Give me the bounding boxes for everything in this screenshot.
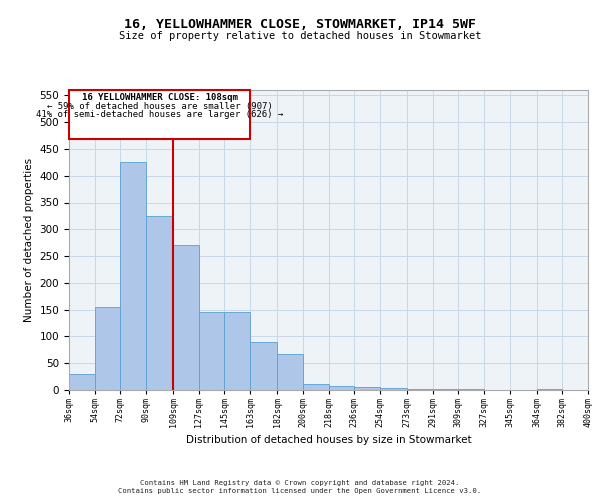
- Bar: [250, 342, 277, 390]
- Bar: [146, 216, 173, 390]
- Bar: [354, 388, 380, 390]
- Bar: [69, 374, 95, 390]
- Text: Contains HM Land Registry data © Crown copyright and database right 2024.
Contai: Contains HM Land Registry data © Crown c…: [118, 480, 482, 494]
- Bar: [199, 312, 224, 390]
- Text: Size of property relative to detached houses in Stowmarket: Size of property relative to detached ho…: [119, 31, 481, 41]
- Y-axis label: Number of detached properties: Number of detached properties: [24, 158, 34, 322]
- X-axis label: Distribution of detached houses by size in Stowmarket: Distribution of detached houses by size …: [185, 436, 472, 446]
- Text: 16, YELLOWHAMMER CLOSE, STOWMARKET, IP14 5WF: 16, YELLOWHAMMER CLOSE, STOWMARKET, IP14…: [124, 18, 476, 30]
- Bar: [121, 162, 146, 390]
- Bar: [303, 384, 329, 390]
- Bar: [380, 388, 407, 390]
- Bar: [407, 389, 433, 390]
- Bar: [224, 312, 250, 390]
- Bar: [329, 386, 354, 390]
- Text: 41% of semi-detached houses are larger (626) →: 41% of semi-detached houses are larger (…: [36, 110, 283, 119]
- Bar: [277, 354, 303, 390]
- Text: 16 YELLOWHAMMER CLOSE: 108sqm: 16 YELLOWHAMMER CLOSE: 108sqm: [82, 93, 238, 102]
- Text: ← 59% of detached houses are smaller (907): ← 59% of detached houses are smaller (90…: [47, 102, 272, 111]
- Bar: [173, 246, 199, 390]
- Bar: [95, 307, 121, 390]
- FancyBboxPatch shape: [69, 90, 250, 140]
